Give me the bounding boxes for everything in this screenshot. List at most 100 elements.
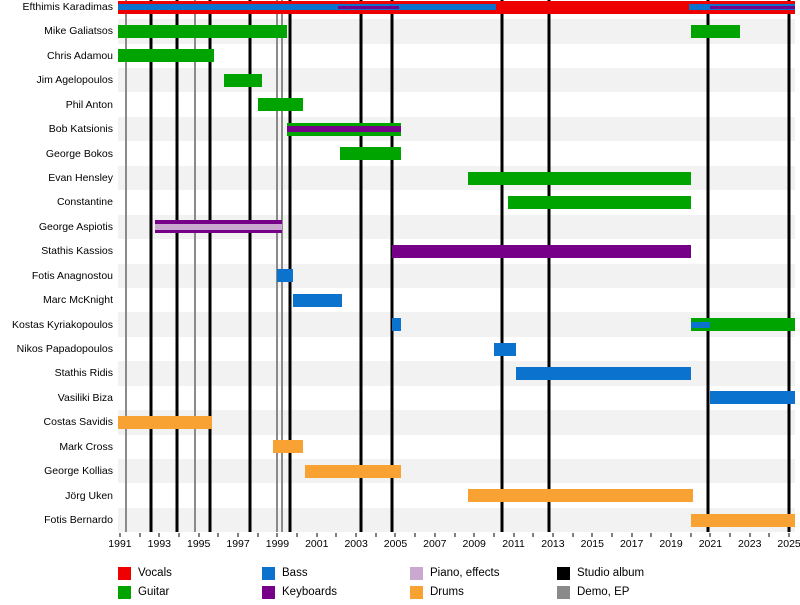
legend-column-1: Vocals Guitar (118, 566, 172, 604)
row-stripe (118, 361, 795, 386)
row-stripe (118, 458, 795, 484)
timeline-bar-drums (304, 464, 402, 478)
year-tick (670, 533, 672, 537)
row-stripe (118, 263, 795, 288)
row-stripe (118, 165, 795, 191)
x-axis: 1991 1993 1995 1997 1999 2001 2003 2005 2007 2009… (108, 533, 800, 557)
studio-album-line (706, 0, 710, 532)
member-name: Bob Katsionis (48, 123, 113, 136)
timeline-bar-bass (690, 321, 711, 328)
year-label: 2017 (619, 538, 644, 550)
legend-label-studio-album: Studio album (577, 567, 645, 579)
member-name: Stathis Ridis (54, 367, 113, 380)
year-label: 1993 (147, 538, 172, 550)
demo-ep-line (124, 0, 127, 532)
studio-album-line (390, 0, 394, 532)
year-label: 2023 (738, 538, 762, 550)
legend-column-3: Piano, effects Drums (410, 566, 499, 604)
legend-item-studio-album: Studio album (557, 566, 644, 580)
year-tick (513, 533, 515, 537)
timeline-bar-guitar (118, 49, 215, 63)
timeline-bar-drums (118, 415, 213, 429)
year-label: 1997 (226, 538, 250, 550)
studio-album-line (787, 0, 791, 532)
row-stripe (118, 116, 795, 142)
timeline-bar-guitar (224, 73, 262, 87)
drums-color-swatch (410, 585, 423, 599)
year-label: 2015 (580, 538, 604, 550)
year-label: 2007 (423, 538, 447, 550)
timeline-bar-piano_effects (155, 223, 283, 230)
member-name: Mark Cross (59, 440, 113, 453)
timeline-bar-keyboards (710, 5, 795, 9)
studio-album-line (547, 0, 551, 532)
year-label: 2001 (305, 538, 329, 550)
member-name: Marc McKnight (42, 294, 113, 307)
member-name: Fotis Bernardo (44, 514, 113, 527)
year-label: 2003 (344, 538, 368, 550)
year-tick (394, 533, 396, 537)
legend-item-bass: Bass (262, 566, 337, 580)
legend-label-drums: Drums (430, 586, 464, 598)
year-tick (178, 533, 180, 537)
timeline-bar-guitar (507, 195, 691, 209)
year-tick (217, 533, 219, 537)
year-tick (119, 533, 121, 537)
timeline-bar-guitar (340, 147, 402, 161)
member-name: Costas Savidis (43, 416, 113, 429)
timeline-bar-bass (277, 269, 294, 283)
member-name: Phil Anton (65, 98, 113, 111)
year-tick (690, 533, 692, 537)
year-label: 1999 (265, 538, 290, 550)
year-tick (257, 533, 259, 537)
member-name: Fotis Anagnostou (31, 269, 113, 282)
year-tick (532, 533, 534, 537)
year-tick (788, 533, 790, 537)
year-label: 2005 (383, 538, 408, 550)
member-name: Nikos Papadopoulos (16, 343, 113, 356)
legend-item-piano-effects: Piano, effects (410, 566, 499, 580)
year-tick (768, 533, 770, 537)
member-name: Jim Agelopoulos (36, 74, 113, 87)
legend-item-vocals: Vocals (118, 566, 172, 580)
member-name: Evan Hensley (48, 172, 113, 184)
year-tick (237, 533, 239, 537)
studio-album-line (248, 0, 252, 532)
member-name: Vasiliki Biza (57, 391, 113, 404)
year-label: 2009 (462, 538, 486, 550)
legend-item-drums: Drums (410, 585, 499, 599)
bass-color-swatch (262, 566, 275, 580)
timeline-bar-bass (391, 318, 402, 332)
member-name: George Kollias (44, 465, 113, 478)
year-tick (296, 533, 298, 537)
timeline-bar-drums (690, 513, 795, 527)
year-label: 1991 (108, 538, 132, 550)
year-tick (611, 533, 613, 537)
year-tick (473, 533, 475, 537)
studio-album-line (149, 0, 153, 532)
timeline-bar-drums (468, 489, 693, 503)
year-label: 2025 (777, 538, 800, 550)
demo-ep-line (276, 0, 279, 532)
legend-item-keyboards: Keyboards (262, 585, 337, 599)
row-stripe (118, 68, 795, 93)
member-name: George Bokos (45, 147, 113, 160)
studio-album-line (288, 0, 292, 532)
year-tick (139, 533, 141, 537)
timeline-bar-guitar (468, 171, 691, 185)
year-tick (493, 533, 495, 537)
year-tick (355, 533, 357, 537)
legend-label-bass: Bass (282, 567, 308, 579)
legend-column-2: Bass Keyboards (262, 566, 337, 604)
timeline-bar-bass (293, 293, 343, 307)
year-tick (158, 533, 160, 537)
year-tick (434, 533, 436, 537)
row-stripe (118, 410, 795, 435)
member-name: Stathis Kassios (41, 245, 113, 258)
studio-album-color-swatch (557, 566, 570, 580)
keyboards-color-swatch (262, 585, 275, 599)
year-tick (316, 533, 318, 537)
year-tick (414, 533, 416, 537)
legend-label-vocals: Vocals (138, 567, 172, 579)
